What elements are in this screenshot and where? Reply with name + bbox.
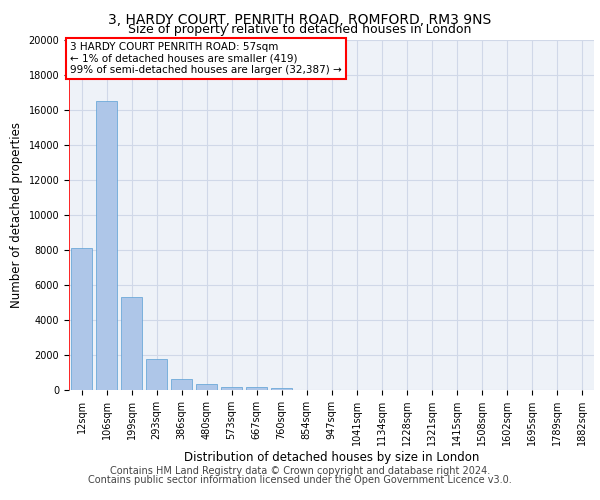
- Bar: [221, 386, 242, 390]
- Bar: [96, 102, 117, 390]
- Text: 3, HARDY COURT, PENRITH ROAD, ROMFORD, RM3 9NS: 3, HARDY COURT, PENRITH ROAD, ROMFORD, R…: [109, 12, 491, 26]
- Text: 3 HARDY COURT PENRITH ROAD: 57sqm
← 1% of detached houses are smaller (419)
99% : 3 HARDY COURT PENRITH ROAD: 57sqm ← 1% o…: [70, 42, 342, 75]
- Text: Contains HM Land Registry data © Crown copyright and database right 2024.: Contains HM Land Registry data © Crown c…: [110, 466, 490, 476]
- Bar: [121, 297, 142, 390]
- X-axis label: Distribution of detached houses by size in London: Distribution of detached houses by size …: [184, 451, 479, 464]
- Bar: [271, 388, 292, 390]
- Bar: [171, 378, 192, 390]
- Y-axis label: Number of detached properties: Number of detached properties: [10, 122, 23, 308]
- Bar: [146, 360, 167, 390]
- Text: Size of property relative to detached houses in London: Size of property relative to detached ho…: [128, 24, 472, 36]
- Bar: [196, 384, 217, 390]
- Text: Contains public sector information licensed under the Open Government Licence v3: Contains public sector information licen…: [88, 475, 512, 485]
- Bar: [71, 248, 92, 390]
- Bar: [246, 387, 267, 390]
